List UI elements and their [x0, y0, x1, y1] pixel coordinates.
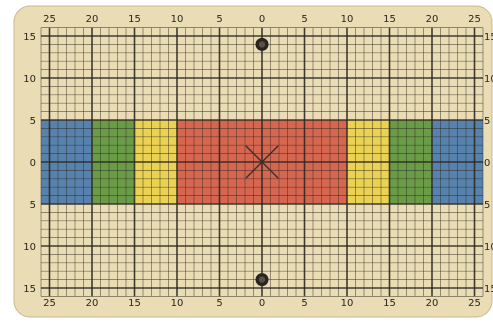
top-scale-label: 0	[259, 14, 265, 25]
top-scale-label: 10	[171, 14, 184, 25]
left-scale-label: 15	[23, 32, 36, 43]
bottom-scale-label: 15	[383, 298, 396, 309]
right-scale-label: 5	[484, 200, 490, 211]
bottom-scale-label: 20	[426, 298, 439, 309]
bottom-scale-label: 10	[341, 298, 354, 309]
right-scale-label: 0	[484, 158, 490, 169]
right-scale-label: 10	[484, 74, 493, 85]
top-scale-label: 20	[426, 14, 439, 25]
right-scale-label: 5	[484, 116, 490, 127]
bottom-scale-label: 5	[301, 298, 307, 309]
mounting-hole-top-inner	[258, 41, 266, 48]
left-scale-label: 15	[23, 284, 36, 295]
top-scale-label: 5	[301, 14, 307, 25]
bottom-scale-label: 15	[128, 298, 141, 309]
top-scale-label: 25	[468, 14, 481, 25]
right-scale-label: 15	[484, 32, 493, 43]
left-scale-label: 0	[30, 158, 36, 169]
top-scale-label: 25	[43, 14, 56, 25]
bottom-scale-label: 10	[171, 298, 184, 309]
left-scale-label: 10	[23, 242, 36, 253]
right-scale-label: 10	[484, 242, 493, 253]
top-scale-label: 15	[128, 14, 141, 25]
right-scale-label: 15	[484, 284, 493, 295]
mounting-hole-bottom-inner	[258, 276, 266, 283]
left-scale-label: 10	[23, 74, 36, 85]
bottom-scale-label: 25	[468, 298, 481, 309]
top-scale-label: 15	[383, 14, 396, 25]
top-scale-label: 20	[86, 14, 99, 25]
board-marks	[245, 37, 279, 287]
bottom-scale-label: 0	[259, 298, 265, 309]
bottom-scale-label: 25	[43, 298, 56, 309]
center-x-mark	[245, 145, 279, 179]
top-scale-label: 5	[216, 14, 222, 25]
left-scale-label: 5	[30, 200, 36, 211]
bottom-scale-label: 5	[216, 298, 222, 309]
bottom-scale-label: 20	[86, 298, 99, 309]
top-scale-label: 10	[341, 14, 354, 25]
left-scale-label: 5	[30, 116, 36, 127]
